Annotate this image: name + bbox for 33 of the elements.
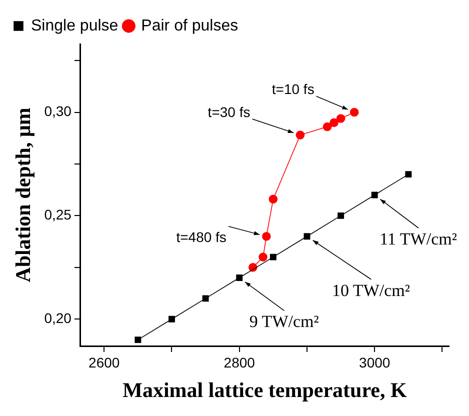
- point: [262, 232, 271, 241]
- legend-label: Single pulse: [31, 17, 118, 34]
- point: [405, 171, 412, 178]
- x-axis-title: Maximal lattice temperature, K: [122, 378, 408, 402]
- point: [168, 316, 175, 322]
- point: [350, 108, 359, 117]
- point: [371, 192, 378, 198]
- y-axis-title: Ablation depth, μm: [11, 107, 36, 282]
- x-tick-label: 2800: [224, 354, 256, 370]
- point: [336, 114, 346, 123]
- x-tick-label: 2600: [88, 354, 120, 370]
- point: [322, 122, 332, 132]
- annotation: 11 TW/cm²: [380, 229, 457, 248]
- point: [304, 233, 310, 240]
- point: [270, 254, 276, 260]
- point: [268, 194, 278, 204]
- point: [296, 130, 305, 140]
- point: [236, 274, 243, 281]
- annotation: 9 TW/cm²: [249, 312, 319, 332]
- annotation: t=30 fs: [208, 104, 250, 120]
- point: [338, 212, 344, 219]
- annotation: 10 TW/cm²: [332, 280, 410, 300]
- y-tick-label: 0,25: [44, 206, 72, 223]
- y-tick-label: 0,30: [44, 103, 72, 120]
- annotation: t=10 fs: [272, 81, 314, 98]
- point: [258, 252, 268, 262]
- legend-label: Pair of pulses: [141, 17, 238, 34]
- x-tick-label: 3000: [359, 354, 390, 370]
- point: [202, 295, 209, 302]
- point: [330, 118, 338, 128]
- y-tick-label: 0,20: [44, 310, 72, 326]
- annotation: t=480 fs: [176, 229, 226, 246]
- point: [134, 336, 142, 344]
